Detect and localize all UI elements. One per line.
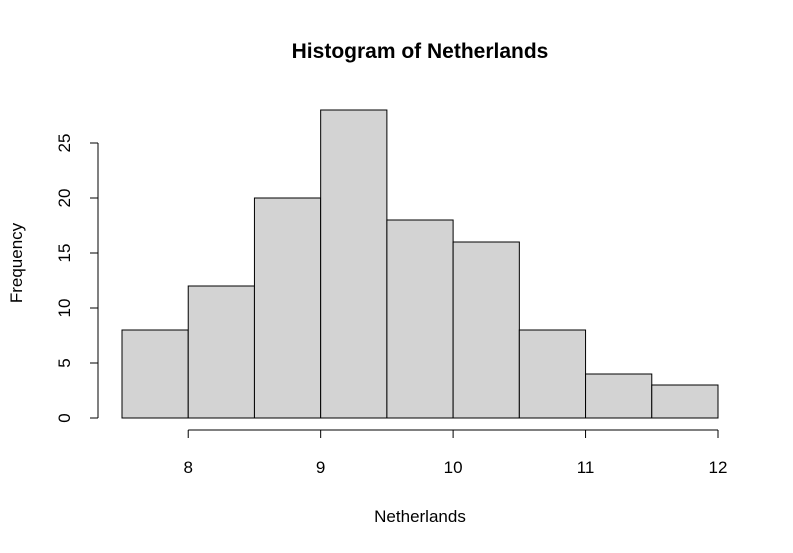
histogram-bar — [253, 197, 322, 419]
x-tick-label: 8 — [183, 458, 192, 477]
y-tick-label: 25 — [55, 134, 74, 153]
x-tick-label: 9 — [316, 458, 325, 477]
y-tick-label: 10 — [55, 299, 74, 318]
y-tick-label: 20 — [55, 189, 74, 208]
y-axis: 0 5 10 15 20 25 — [55, 134, 99, 423]
histogram-bar — [386, 219, 454, 419]
histogram-bar — [121, 329, 189, 419]
chart-title: Histogram of Netherlands — [292, 40, 549, 63]
y-tick-label: 0 — [55, 413, 74, 422]
histogram-bar — [187, 285, 255, 419]
y-tick-label: 5 — [55, 358, 74, 367]
x-axis: 8 9 10 11 12 — [183, 429, 728, 477]
x-axis-title: Netherlands — [374, 507, 466, 526]
histogram-bar — [585, 373, 653, 419]
y-axis-title: Frequency — [7, 222, 26, 303]
histogram-bar — [452, 241, 520, 419]
histogram-bar — [320, 109, 388, 419]
y-tick-label: 15 — [55, 244, 74, 263]
histogram-bar — [651, 384, 719, 419]
x-tick-label: 10 — [444, 458, 463, 477]
x-tick-label: 12 — [709, 458, 728, 477]
bars-group — [121, 109, 719, 419]
histogram-bar — [518, 329, 587, 419]
x-tick-label: 11 — [577, 458, 595, 477]
